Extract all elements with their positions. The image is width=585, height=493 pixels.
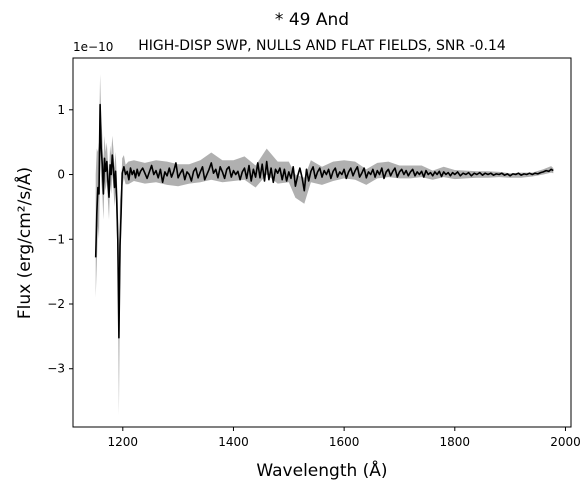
y-tick-label: −3	[47, 362, 65, 376]
x-tick-label: 1800	[440, 435, 471, 449]
chart-subtitle: HIGH-DISP SWP, NULLS AND FLAT FIELDS, SN…	[138, 38, 506, 54]
flux-line	[94, 103, 554, 339]
plot-frame	[72, 57, 572, 428]
x-tick-label: 1400	[218, 435, 249, 449]
y-tick-label: 1	[57, 103, 65, 117]
y-axis-label: Flux (erg/cm²/s/Å)	[13, 167, 35, 319]
x-axis: 1200 1400 1600 1800 2000	[108, 427, 581, 449]
y-tick-label: −2	[47, 297, 65, 311]
chart-title: * 49 And	[275, 10, 349, 30]
y-offset-label: 1e−10	[73, 40, 113, 54]
y-tick-label: 0	[57, 168, 65, 182]
x-tick-label: 2000	[550, 435, 581, 449]
x-tick-label: 1600	[329, 435, 360, 449]
x-tick-label: 1200	[108, 435, 139, 449]
x-axis-label: Wavelength (Å)	[256, 459, 387, 481]
y-axis: −3 −2 −1 0 1	[47, 103, 73, 376]
y-tick-label: −1	[47, 232, 65, 246]
error-band	[95, 74, 554, 416]
plot-area	[94, 74, 554, 416]
